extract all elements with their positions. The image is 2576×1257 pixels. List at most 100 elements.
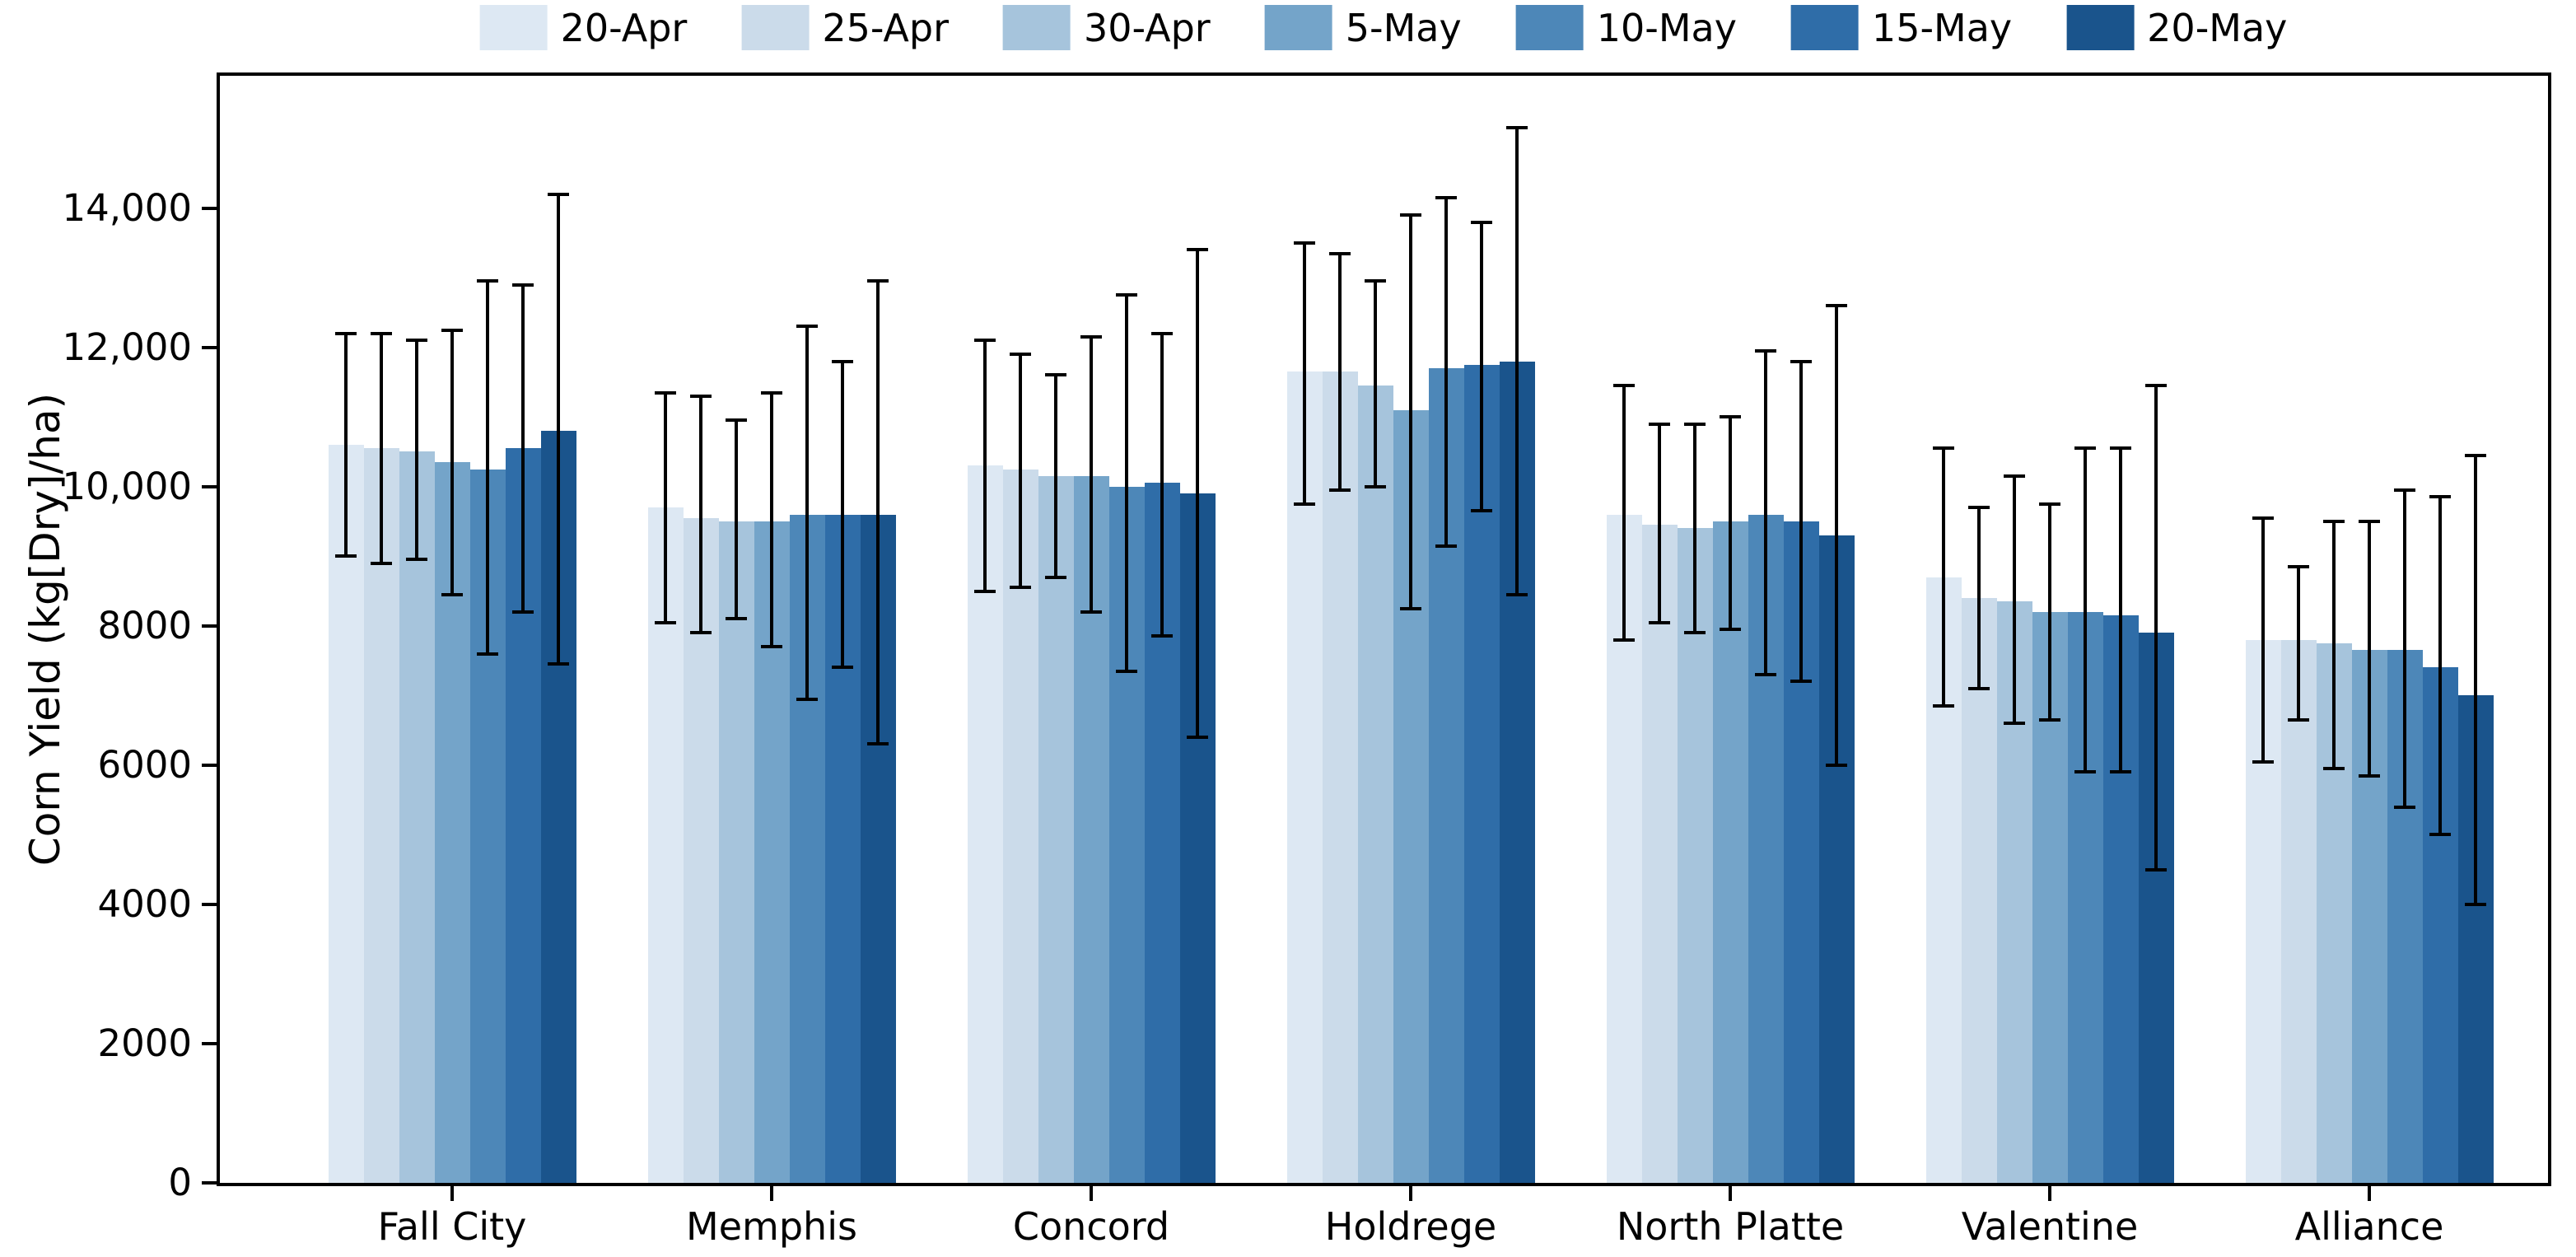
error-bar-cap-bottom [1329, 488, 1351, 492]
error-bar-cap-top [2110, 446, 2131, 451]
error-bar-cap-bottom [1365, 484, 1386, 488]
error-bar-line [2297, 566, 2300, 720]
error-bar-cap-top [335, 331, 357, 335]
error-bar-line [876, 281, 880, 745]
error-bar-cap-top [2429, 495, 2451, 499]
error-bar-cap-top [2252, 516, 2274, 520]
error-bar-cap-bottom [441, 592, 463, 596]
error-bar-cap-bottom [1720, 628, 1741, 631]
error-bar-cap-top [2004, 474, 2025, 479]
error-bar-line [1658, 423, 1661, 623]
x-tick-mark [2048, 1186, 2051, 1201]
error-bar-line [983, 340, 987, 591]
y-tick-label: 10,000 [62, 464, 192, 508]
error-bar-cap-bottom [477, 652, 498, 656]
bar-30-Apr-holdrege [1357, 386, 1393, 1183]
error-bar-cap-top [1933, 446, 1954, 451]
error-bar-line [380, 333, 383, 563]
y-tick-mark [202, 763, 217, 767]
error-bar-cap-bottom [1400, 606, 1421, 610]
error-bar-line [450, 329, 454, 595]
error-bar-cap-bottom [1684, 631, 1706, 635]
y-tick-mark [202, 345, 217, 349]
error-bar-line [1515, 128, 1519, 595]
legend-swatch-icon [1003, 5, 1071, 50]
error-bar-cap-top [1400, 213, 1421, 217]
error-bar-line [1125, 295, 1128, 671]
error-bar-line [1977, 507, 1981, 689]
error-bar-cap-bottom [690, 631, 712, 635]
legend-label: 10-May [1596, 5, 1737, 50]
y-tick-label: 0 [168, 1161, 192, 1204]
error-bar-cap-top [371, 331, 392, 335]
error-bar-cap-bottom [1790, 680, 1812, 684]
error-bar-cap-bottom [2110, 770, 2131, 774]
y-tick-label: 14,000 [62, 185, 192, 230]
error-bar-cap-bottom [1187, 736, 1208, 740]
bar-20-Apr-holdrege [1286, 371, 1323, 1183]
error-bar-cap-top [1471, 220, 1492, 224]
error-bar-cap-bottom [1080, 610, 1102, 614]
y-tick-mark [202, 1181, 217, 1185]
error-bar-cap-bottom [1116, 669, 1137, 673]
x-tick-mark [770, 1186, 773, 1201]
error-bar-cap-top [2288, 564, 2309, 568]
legend-label: 5-May [1345, 5, 1462, 50]
error-bar-line [1374, 281, 1377, 487]
error-bar-line [415, 340, 418, 560]
error-bar-line [2474, 455, 2477, 904]
x-tick-mark [1090, 1186, 1093, 1201]
x-tick-label: North Platte [1616, 1204, 1845, 1249]
error-bar-cap-top [2359, 519, 2380, 523]
error-bar-cap-bottom [2359, 773, 2380, 778]
y-tick-mark [202, 484, 217, 488]
legend-label: 25-Apr [822, 5, 950, 50]
error-bar-cap-top [1080, 334, 1102, 339]
error-bar-line [344, 333, 348, 557]
error-bar-cap-bottom [1613, 638, 1635, 642]
error-bar-cap-bottom [1045, 575, 1066, 579]
error-bar-cap-bottom [1755, 672, 1776, 676]
error-bar-line [2154, 386, 2158, 870]
y-tick-label: 4000 [97, 881, 192, 926]
error-bar-cap-top [832, 359, 853, 363]
error-bar-cap-bottom [2288, 717, 2309, 722]
error-bar-cap-top [1684, 422, 1706, 426]
error-bar-cap-top [2039, 502, 2060, 506]
error-bar-cap-bottom [2145, 867, 2167, 871]
y-tick-label: 8000 [97, 603, 192, 647]
error-bar-cap-bottom [1826, 763, 1847, 767]
x-tick-label: Alliance [2294, 1204, 2444, 1249]
error-bar-line [2119, 448, 2122, 773]
legend-item: 25-Apr [741, 5, 949, 50]
error-bar-cap-bottom [2465, 902, 2486, 906]
error-bar-line [2084, 448, 2087, 773]
error-bar-cap-top [1506, 126, 1528, 130]
error-bar-cap-bottom [974, 589, 996, 593]
error-bar-cap-bottom [406, 558, 427, 562]
error-bar-cap-bottom [2039, 717, 2060, 722]
error-bar-cap-top [406, 339, 427, 343]
bar-5-May-north-platte [1712, 521, 1748, 1183]
error-bar-cap-top [2465, 453, 2486, 457]
error-bar-line [2013, 476, 2016, 724]
legend-swatch-icon [1515, 5, 1584, 50]
error-bar-cap-bottom [1506, 592, 1528, 596]
error-bar-cap-top [1649, 422, 1670, 426]
error-bar-line [1942, 448, 1945, 706]
error-bar-cap-bottom [2429, 833, 2451, 837]
error-bar-cap-bottom [796, 697, 818, 701]
error-bar-cap-top [1187, 248, 1208, 252]
error-bar-cap-top [1294, 241, 1315, 245]
legend-item: 20-May [2066, 5, 2287, 50]
error-bar-cap-top [548, 192, 569, 196]
y-tick-mark [202, 624, 217, 628]
error-bar-cap-top [655, 390, 676, 395]
y-tick-mark [202, 1041, 217, 1045]
y-tick-label: 6000 [97, 742, 192, 787]
error-bar-cap-bottom [1968, 686, 1990, 690]
error-bar-line [1090, 336, 1093, 612]
error-bar-line [2332, 521, 2336, 769]
error-bar-line [2368, 521, 2371, 776]
error-bar-cap-top [512, 283, 534, 287]
